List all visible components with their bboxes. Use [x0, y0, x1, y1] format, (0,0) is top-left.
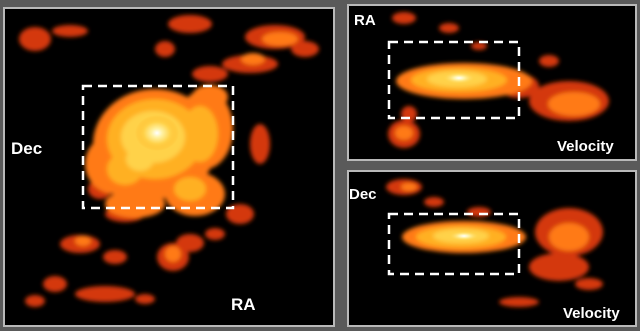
dec-velocity-panel: Dec Velocity: [347, 170, 637, 327]
velocity-axis-label: Velocity: [563, 305, 620, 322]
dec-axis-label: Dec: [349, 186, 377, 203]
selection-box: [387, 40, 521, 120]
ra-velocity-panel: RA Velocity: [347, 4, 637, 161]
ra-dec-emission-image: [19, 15, 319, 307]
ra-axis-label: RA: [231, 295, 256, 314]
selection-box: [387, 212, 521, 276]
ra-axis-label: RA: [354, 12, 376, 29]
ra-dec-map-panel: Dec RA: [3, 7, 335, 327]
cloud-core: [449, 231, 479, 241]
cloud-core: [443, 72, 475, 84]
velocity-axis-label: Velocity: [557, 138, 614, 155]
selection-box: [81, 84, 235, 210]
dec-axis-label: Dec: [11, 139, 43, 158]
ra-velocity-emission-image: [387, 12, 609, 148]
cloud-core: [135, 115, 179, 151]
dec-velocity-emission-image: [386, 179, 603, 307]
